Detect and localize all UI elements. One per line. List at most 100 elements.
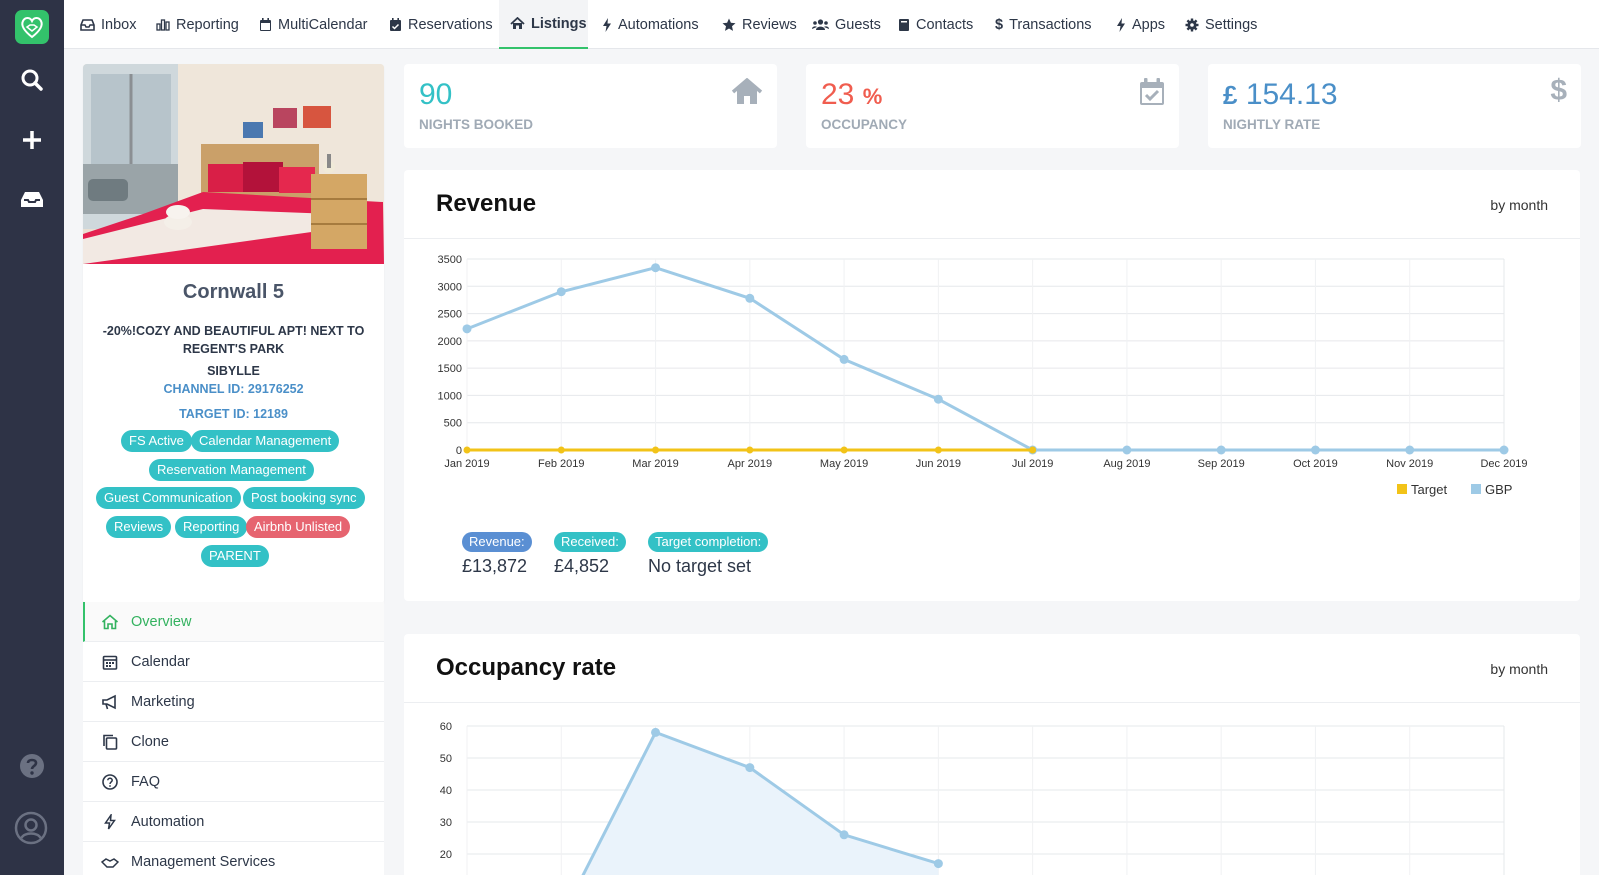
x-tick-label: Dec 2019: [1480, 458, 1527, 470]
legend-label: Target: [1411, 482, 1448, 497]
kpi-occupancy: 23 % OCCUPANCY: [806, 64, 1179, 148]
data-point-target: [652, 446, 660, 454]
data-point-gbp: [1122, 445, 1132, 455]
megaphone-icon: [102, 694, 116, 709]
occupancy-panel: Occupancy rate by month 20 30 40 50 60: [404, 634, 1580, 875]
nav-label: Listings: [531, 15, 587, 32]
nav-automations[interactable]: Automations: [602, 0, 699, 49]
nav-listings[interactable]: Listings: [499, 0, 588, 49]
home-icon: [101, 613, 119, 629]
nav-multicalendar[interactable]: MultiCalendar: [259, 0, 367, 49]
listing-photo[interactable]: [83, 64, 384, 264]
x-tick-label: Aug 2019: [1103, 458, 1150, 470]
app-logo[interactable]: [15, 10, 49, 44]
menu-clone[interactable]: Clone: [83, 722, 384, 762]
tag-fs-active[interactable]: FS Active: [121, 430, 192, 452]
data-point: [651, 727, 661, 737]
nav-reporting[interactable]: Reporting: [156, 0, 239, 49]
menu-label: Clone: [131, 733, 169, 750]
menu-calendar[interactable]: Calendar: [83, 642, 384, 682]
handshake-icon: [101, 857, 119, 868]
nav-label: Transactions: [1009, 16, 1092, 33]
top-navigation: Inbox Reporting MultiCalendar Reservatio…: [64, 0, 1599, 49]
tag-reporting[interactable]: Reporting: [175, 516, 248, 538]
nav-contacts[interactable]: Contacts: [898, 0, 973, 49]
search-icon[interactable]: [18, 66, 46, 94]
menu-faq[interactable]: FAQ: [83, 762, 384, 802]
occupancy-value-wrap: 23 %: [821, 78, 882, 112]
y-tick-label: 3500: [438, 254, 462, 266]
nav-apps[interactable]: Apps: [1116, 0, 1165, 49]
star-icon: [722, 18, 736, 31]
tag-post-booking-sync[interactable]: Post booking sync: [243, 487, 365, 509]
inbox-icon[interactable]: [18, 185, 46, 213]
y-tick-label: 1500: [438, 363, 462, 375]
tag-airbnb-unlisted[interactable]: Airbnb Unlisted: [246, 516, 351, 538]
series-line-gbp: [466, 266, 1504, 452]
user-avatar-icon[interactable]: [14, 811, 48, 845]
data-point-gbp: [556, 287, 566, 297]
nav-label: Reporting: [176, 16, 239, 33]
nav-transactions[interactable]: $ Transactions: [995, 0, 1092, 49]
nav-reviews[interactable]: Reviews: [722, 0, 797, 49]
home-icon: [731, 78, 763, 104]
revenue-period[interactable]: by month: [1490, 197, 1548, 213]
nav-guests[interactable]: Guests: [812, 0, 881, 49]
menu-management-services[interactable]: Management Services: [83, 842, 384, 875]
nightly-rate-currency: £: [1223, 80, 1238, 110]
nav-label: Contacts: [916, 16, 974, 33]
nav-settings[interactable]: Settings: [1185, 0, 1257, 49]
bolt-icon: [104, 813, 116, 829]
listing-menu: Overview Calendar Marketing Clone FAQ Au…: [83, 602, 384, 875]
target-id: TARGET ID: 12189: [179, 407, 288, 421]
tag-reviews[interactable]: Reviews: [106, 516, 172, 538]
bolt-icon: [1117, 17, 1125, 32]
calendar-icon: [260, 17, 271, 31]
bolt-icon: [603, 17, 611, 32]
calendar-check-icon: [390, 17, 401, 31]
occupancy-period[interactable]: by month: [1490, 661, 1548, 677]
channel-id: CHANNEL ID: 29176252: [163, 382, 304, 396]
target-completion-pill: Target completion:: [648, 532, 769, 552]
menu-automation[interactable]: Automation: [83, 802, 384, 842]
x-tick-label: Jan 2019: [444, 458, 489, 470]
kpi-nights-booked: 90 NIGHTS BOOKED: [404, 64, 777, 148]
x-tick-label: May 2019: [820, 458, 868, 470]
legend-swatch: [1397, 484, 1407, 494]
revenue-title: Revenue: [436, 190, 537, 217]
occupancy-label: OCCUPANCY: [821, 117, 908, 132]
data-point-target: [746, 446, 754, 454]
data-point: [933, 859, 943, 869]
inbox-icon: [80, 19, 95, 31]
listing-headline: -20%!COZY AND BEAUTIFUL APT! NEXT TO REG…: [102, 324, 365, 356]
y-tick-label: 60: [440, 721, 452, 733]
x-tick-label: Jul 2019: [1012, 458, 1054, 470]
plus-icon[interactable]: [18, 126, 46, 154]
nav-label: Inbox: [101, 16, 137, 33]
x-tick-label: Nov 2019: [1386, 458, 1433, 470]
divider: [404, 238, 1580, 239]
users-icon: [812, 19, 829, 30]
help-icon[interactable]: [18, 752, 46, 780]
tag-calendar-management[interactable]: Calendar Management: [191, 430, 340, 452]
y-tick-label: 0: [456, 445, 462, 457]
data-point: [839, 830, 849, 840]
y-tick-label: 2500: [438, 309, 462, 321]
data-point-target: [840, 446, 848, 454]
nav-inbox[interactable]: Inbox: [80, 0, 136, 49]
data-point-gbp: [462, 324, 472, 334]
dollar-icon: $: [1550, 74, 1567, 107]
tag-reservation-management[interactable]: Reservation Management: [149, 459, 314, 481]
menu-overview[interactable]: Overview: [83, 602, 384, 642]
bedroom-photo-image: [83, 64, 384, 264]
data-point-gbp: [1405, 445, 1415, 455]
menu-marketing[interactable]: Marketing: [83, 682, 384, 722]
dollar-icon: $: [995, 16, 1004, 33]
book-icon: [899, 18, 909, 31]
nav-reservations[interactable]: Reservations: [389, 0, 493, 49]
menu-label: FAQ: [131, 773, 161, 790]
data-point-gbp: [745, 293, 755, 303]
tag-parent[interactable]: PARENT: [201, 545, 269, 567]
tag-guest-communication[interactable]: Guest Communication: [96, 487, 241, 509]
data-point-gbp: [933, 394, 943, 404]
